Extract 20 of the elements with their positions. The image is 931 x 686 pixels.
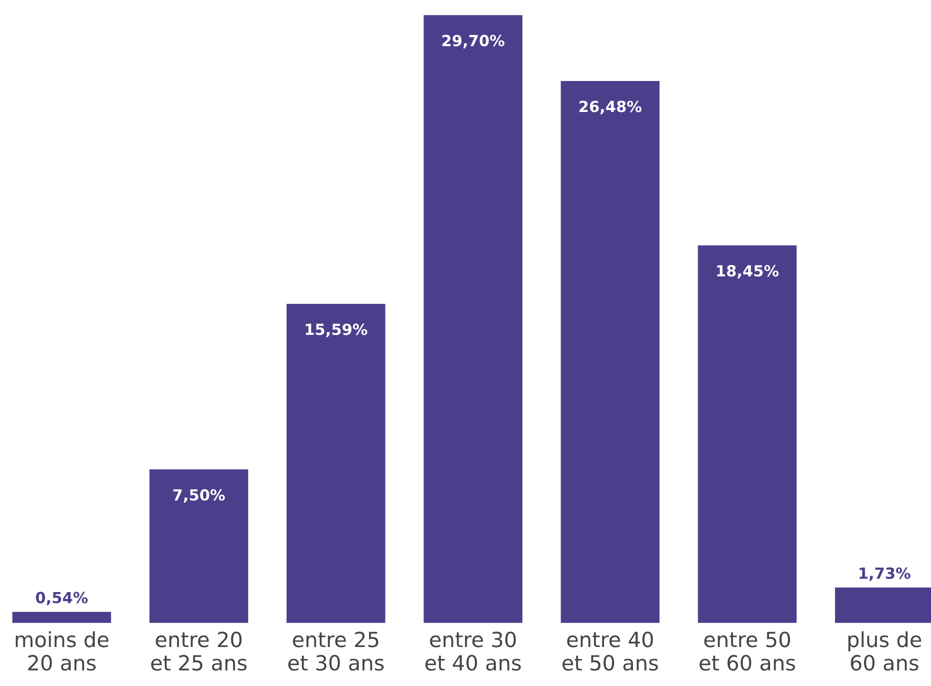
- x-tick-label: entre 50 et 60 ans: [700, 632, 796, 671]
- bar: [560, 80, 660, 623]
- data-label: 7,50%: [173, 489, 225, 503]
- x-tick-label: entre 20 et 25 ans: [151, 632, 247, 671]
- bar: [424, 15, 522, 623]
- bar: [698, 245, 797, 623]
- data-label: 0,54%: [36, 592, 88, 606]
- bar: [286, 304, 386, 623]
- data-label: 26,48%: [580, 100, 642, 114]
- data-label: 15,59%: [306, 324, 368, 338]
- bar: [12, 612, 112, 623]
- x-tick-label: moins de 20 ans: [16, 631, 108, 671]
- x-tick-label: entre 25 et 30 ans: [288, 632, 384, 671]
- bar: [149, 469, 248, 623]
- data-label: 29,70%: [442, 34, 504, 48]
- x-tick-label: entre 30 et 40 ans: [425, 632, 521, 671]
- x-tick-label: plus de 60 ans: [848, 631, 922, 671]
- data-label: 1,73%: [860, 567, 910, 581]
- x-tick-label: entre 40 et 50 ans: [562, 632, 658, 671]
- data-label: 18,45%: [717, 265, 779, 279]
